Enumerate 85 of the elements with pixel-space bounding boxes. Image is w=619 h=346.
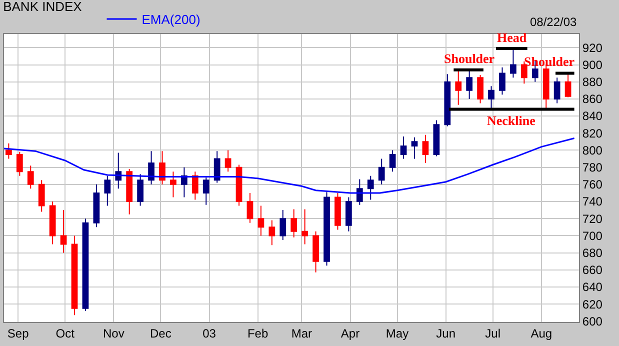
candlestick	[378, 158, 385, 185]
x-tick-label: Jun	[436, 326, 456, 340]
x-tick-label: 03	[202, 326, 216, 340]
y-tick-label: 880	[582, 75, 603, 90]
y-tick-label: 780	[582, 160, 603, 175]
candlestick	[433, 120, 440, 157]
candlestick	[455, 70, 462, 106]
y-tick-label: 720	[582, 212, 603, 226]
x-tick-label: Jul	[485, 326, 500, 340]
candlestick	[137, 174, 144, 206]
x-tick-label: Mar	[291, 326, 312, 340]
x-tick-label: Feb	[247, 326, 268, 340]
candlestick	[27, 165, 34, 190]
candlestick	[367, 175, 374, 200]
candlestick	[356, 178, 363, 206]
candlestick	[324, 192, 330, 266]
candlestick	[258, 205, 264, 236]
candlestick	[302, 208, 308, 245]
y-tick-label: 640	[582, 280, 603, 294]
annotation: Shoulder	[524, 54, 575, 69]
candlestick	[16, 151, 23, 176]
candlestick	[115, 152, 122, 190]
candlestick	[126, 168, 133, 215]
y-tick-label: 860	[582, 92, 603, 106]
y-tick-label: 820	[582, 126, 603, 140]
y-tick-label: 700	[582, 228, 603, 243]
line-series	[4, 138, 576, 194]
x-tick-label: May	[386, 326, 409, 340]
candlestick	[170, 171, 176, 198]
y-tick-label: 800	[582, 143, 603, 158]
y-tick-label: 760	[582, 178, 603, 192]
candlestick	[422, 134, 429, 164]
y-tick-label: 680	[582, 246, 603, 260]
y-tick-label: 920	[582, 40, 603, 55]
candlestick	[38, 180, 45, 212]
chart-title: BANK INDEX	[3, 0, 82, 14]
candlestick	[334, 192, 341, 230]
candlestick	[268, 220, 276, 246]
legend-label: EMA(200)	[142, 12, 200, 28]
candlestick	[93, 184, 100, 228]
candlestick	[104, 175, 111, 206]
candlestick	[411, 136, 418, 160]
candlestick	[510, 48, 516, 78]
x-tick-label: Aug	[530, 326, 552, 340]
candlestick	[444, 74, 451, 127]
candlestick	[564, 74, 572, 98]
y-tick-label: 660	[582, 263, 603, 278]
text: 08/22/03	[530, 15, 578, 29]
y-tick-label: 840	[582, 109, 603, 124]
y-tick-label: 740	[582, 194, 603, 209]
annotation: Head	[497, 30, 528, 45]
candlestick	[60, 210, 67, 254]
candlestick	[82, 218, 89, 312]
candlestick	[389, 150, 396, 172]
x-tick-label: Apr	[340, 326, 360, 340]
candlestick	[224, 150, 232, 172]
candlestick	[290, 208, 298, 238]
y-tick-label: 620	[582, 297, 603, 312]
candlestick	[192, 171, 198, 200]
candlestick	[280, 210, 286, 240]
candlestick	[466, 68, 473, 100]
candlestick	[499, 66, 506, 96]
candlestick	[400, 136, 407, 160]
candlestick	[49, 201, 56, 245]
candlestick	[71, 235, 78, 316]
x-tick-label: Sep	[7, 326, 30, 340]
annotation: Neckline	[487, 113, 536, 128]
candlestick	[159, 150, 166, 185]
candlestick	[236, 164, 242, 206]
y-tick-label: 900	[582, 58, 603, 72]
candlestick	[214, 150, 220, 184]
candlestick	[312, 230, 319, 273]
x-tick-label: Oct	[56, 326, 76, 340]
candlestick	[554, 77, 560, 104]
candlestick	[202, 177, 210, 206]
candlestick	[148, 150, 154, 185]
y-tick-label: 600	[582, 314, 603, 328]
x-tick-label: Nov	[103, 326, 124, 340]
x-tick-label: Dec	[150, 326, 172, 340]
candlestick	[477, 74, 484, 104]
candlestick	[246, 192, 254, 224]
candlestick	[6, 142, 12, 160]
candlestick	[488, 86, 494, 109]
annotation: Shoulder	[444, 51, 495, 66]
candlestick	[346, 196, 352, 232]
